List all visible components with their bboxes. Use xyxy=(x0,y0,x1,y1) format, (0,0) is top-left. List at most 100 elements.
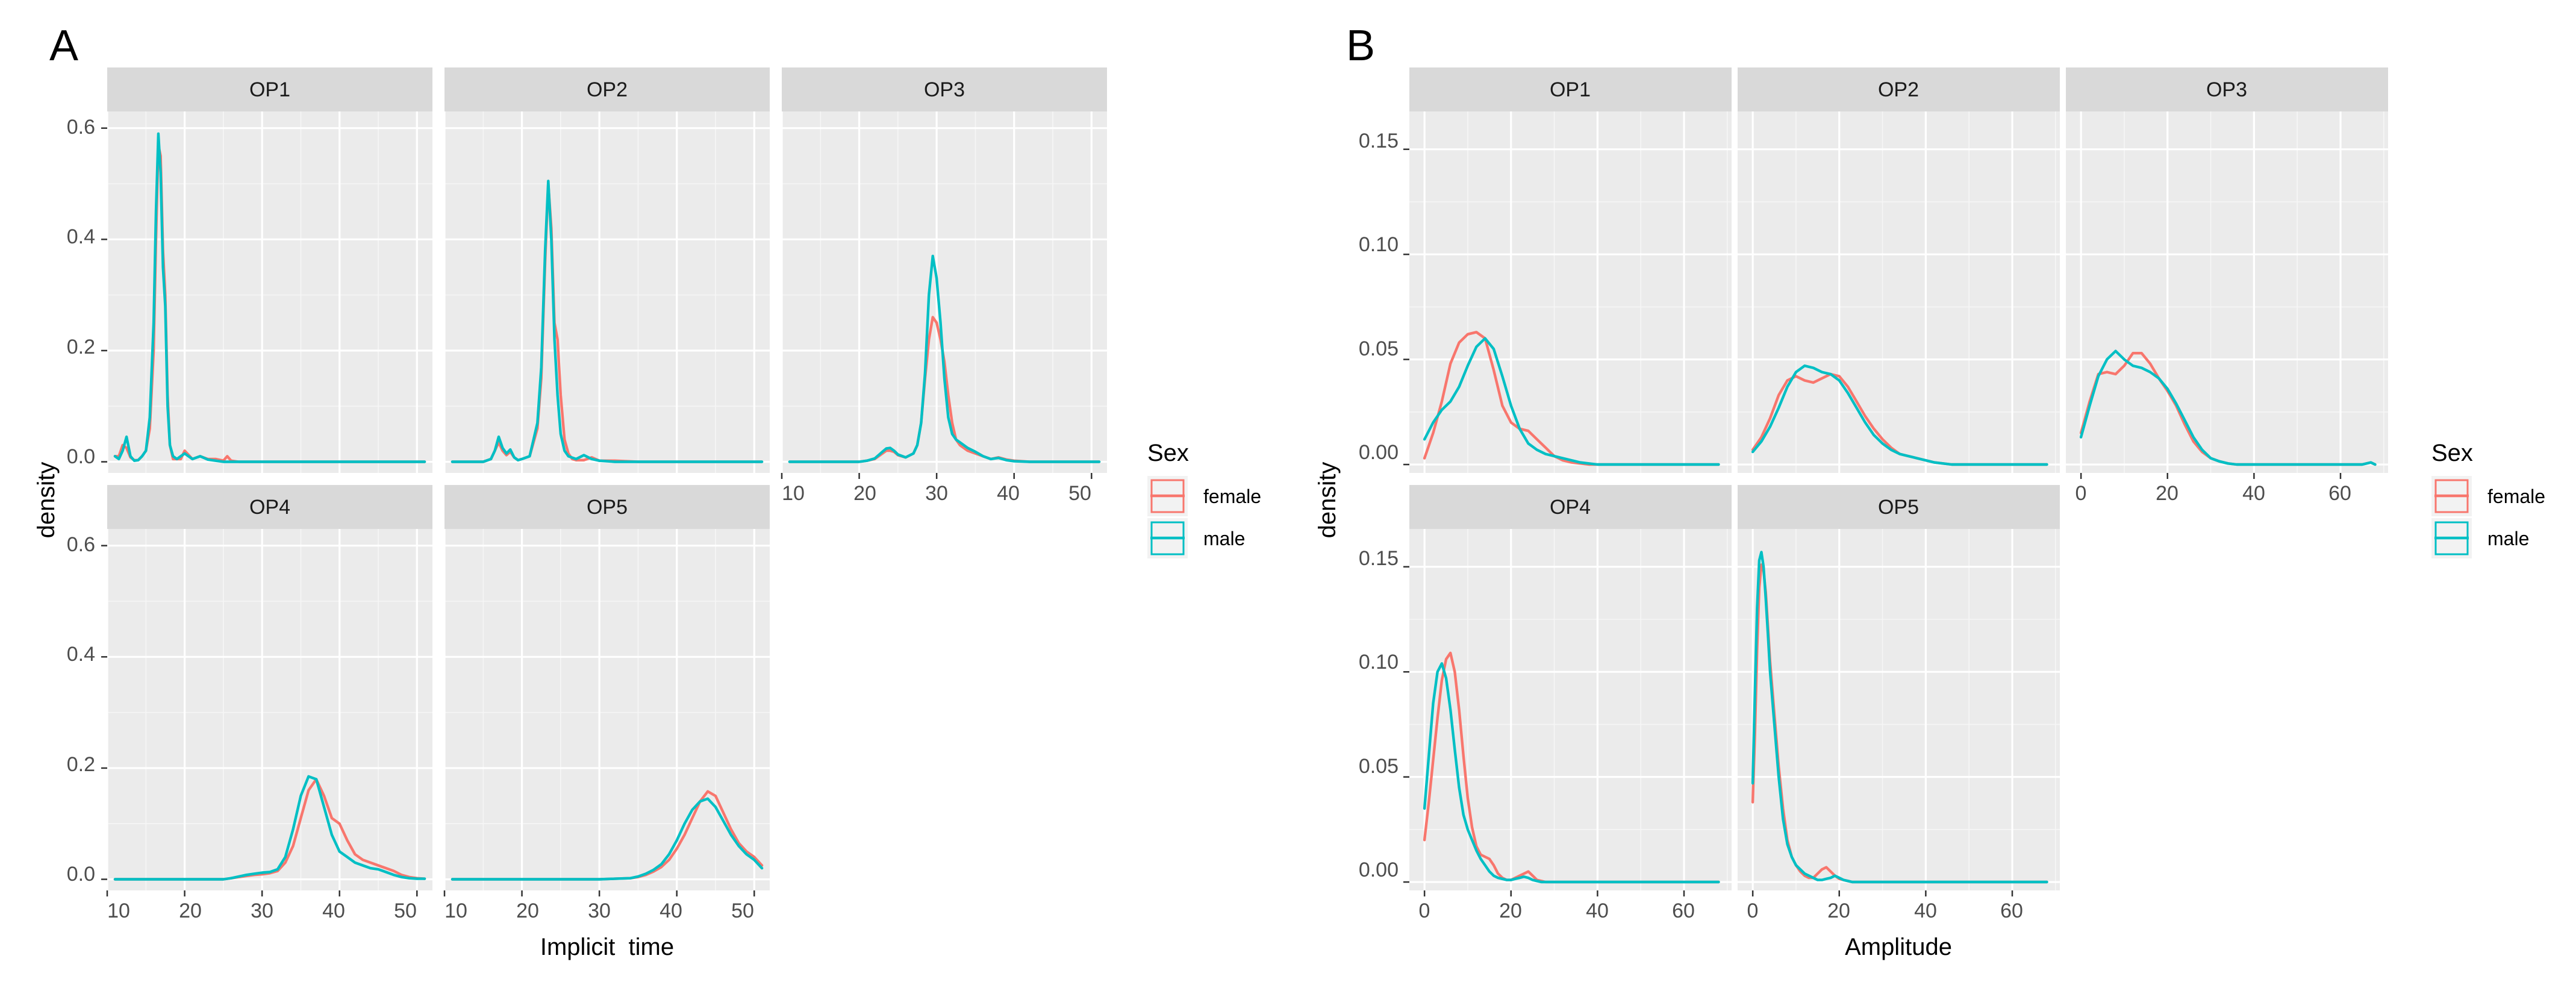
x-axis-title-b: Amplitude xyxy=(1845,934,1952,960)
y-tick-label-b-r2-2: 0.10 xyxy=(1359,651,1399,674)
strip-a-op4 xyxy=(107,485,432,529)
plot-b-op2 xyxy=(1738,111,2060,473)
strip-b-op2 xyxy=(1738,67,2060,111)
plot-a-op5 xyxy=(444,529,770,890)
x-tick-label-b-op4-0: 0 xyxy=(1419,899,1430,922)
density-line-b-op2-male xyxy=(1751,364,2048,466)
y-tick-label-a-r1-0: 0.0 xyxy=(67,445,95,468)
legend-outline-a-male xyxy=(1150,521,1185,555)
y-tick-label-a-r2-0: 0.0 xyxy=(67,863,95,886)
y-tick-label-a-r2-2: 0.4 xyxy=(67,643,95,666)
curves-b xyxy=(1423,331,2377,884)
density-line-b-op1-male xyxy=(1423,337,1720,466)
strip-a-op3 xyxy=(782,67,1107,111)
x-tick-label-a-op3-1: 20 xyxy=(853,482,876,505)
strip-label-b-op1: OP1 xyxy=(1550,78,1591,101)
legend-label-b-male: male xyxy=(2487,528,2529,549)
strip-label-b-op3: OP3 xyxy=(2206,78,2247,101)
x-tick-label-a-op5-1: 20 xyxy=(516,899,539,922)
legend-outline-b-female xyxy=(2434,479,2469,513)
chart-a: A OP1 OP2 OP3 OP4 OP5 0.0 0.2 0.4 0.6 0.… xyxy=(33,22,1261,960)
x-tick-label-b-op3-1: 20 xyxy=(2156,482,2178,505)
strip-a-op5 xyxy=(444,485,770,529)
plot-b-op1 xyxy=(1409,111,1732,473)
y-tick-label-b-r2-1: 0.05 xyxy=(1359,755,1399,778)
x-tick-label-a-op5-0: 10 xyxy=(444,899,467,922)
strip-label-a-op3: OP3 xyxy=(924,78,965,101)
x-tick-label-a-op5-2: 30 xyxy=(588,899,611,922)
x-tick-label-a-op4-1: 20 xyxy=(179,899,202,922)
x-tick-label-a-op3-0: 10 xyxy=(782,482,805,505)
x-tick-label-a-op5-4: 50 xyxy=(731,899,754,922)
y-tick-label-a-r1-3: 0.6 xyxy=(67,116,95,139)
strip-b-op5 xyxy=(1738,485,2060,529)
strip-a-op1 xyxy=(107,67,432,111)
x-tick-label-a-op3-3: 40 xyxy=(997,482,1020,505)
y-tick-label-b-r1-0: 0.00 xyxy=(1359,441,1399,464)
density-line-b-op4-male xyxy=(1423,662,1720,884)
legend-label-a-male: male xyxy=(1203,528,1245,549)
grid-a xyxy=(101,111,1107,896)
y-tick-label-b-r1-3: 0.15 xyxy=(1359,130,1399,152)
strip-a-op2 xyxy=(444,67,770,111)
y-tick-label-a-r2-1: 0.2 xyxy=(67,753,95,776)
x-tick-label-b-op4-3: 60 xyxy=(1672,899,1695,922)
y-tick-label-a-r1-1: 0.2 xyxy=(67,336,95,358)
y-axis-title-a: density xyxy=(33,462,60,539)
strip-b-op3 xyxy=(2066,67,2388,111)
strip-label-b-op2: OP2 xyxy=(1878,78,1919,101)
plot-a-op4 xyxy=(107,529,432,890)
x-tick-label-b-op5-3: 60 xyxy=(2000,899,2023,922)
x-tick-label-a-op4-3: 40 xyxy=(322,899,345,922)
y-axis-title-b: density xyxy=(1314,462,1341,539)
legend-a: Sex female male xyxy=(1147,440,1261,558)
x-tick-label-a-op3-2: 30 xyxy=(925,482,948,505)
legend-outline-a-female xyxy=(1150,479,1185,513)
y-tick-label-b-r1-1: 0.05 xyxy=(1359,337,1399,360)
density-line-b-op5-male xyxy=(1751,551,2048,884)
density-line-a-op3-male xyxy=(788,254,1101,463)
strip-label-b-op4: OP4 xyxy=(1550,496,1591,519)
legend-label-b-female: female xyxy=(2487,486,2545,507)
x-tick-label-a-op4-0: 10 xyxy=(107,899,130,922)
y-tick-label-b-r2-0: 0.00 xyxy=(1359,858,1399,881)
strip-b-op1 xyxy=(1409,67,1732,111)
panel-letter-b: B xyxy=(1346,22,1375,70)
plot-b-op3 xyxy=(2066,111,2388,473)
strip-label-a-op4: OP4 xyxy=(249,496,290,519)
strip-b-op4 xyxy=(1409,485,1732,529)
x-tick-label-b-op5-1: 20 xyxy=(1827,899,1850,922)
x-tick-label-b-op3-2: 40 xyxy=(2242,482,2265,505)
x-tick-label-b-op4-1: 20 xyxy=(1499,899,1522,922)
strip-label-b-op5: OP5 xyxy=(1878,496,1919,519)
density-line-b-op3-male xyxy=(2079,349,2377,466)
strip-label-a-op2: OP2 xyxy=(587,78,628,101)
density-line-a-op2-male xyxy=(451,180,764,463)
y-tick-label-b-r2-3: 0.15 xyxy=(1359,547,1399,570)
x-tick-label-b-op3-3: 60 xyxy=(2328,482,2351,505)
density-line-a-op5-male xyxy=(451,797,764,881)
density-line-a-op1-male xyxy=(113,132,426,463)
legend-title-a: Sex xyxy=(1147,440,1189,466)
plot-a-op2 xyxy=(444,111,770,473)
curves-a xyxy=(113,132,1101,881)
legend-outline-b-male xyxy=(2434,521,2469,555)
x-tick-label-b-op5-2: 40 xyxy=(1914,899,1937,922)
y-tick-label-a-r2-3: 0.6 xyxy=(67,533,95,556)
chart-b: B OP1 OP2 OP3 OP4 OP5 0.00 0.05 0.10 0.1… xyxy=(1314,22,2545,960)
y-tick-label-a-r1-2: 0.4 xyxy=(67,225,95,248)
x-tick-label-b-op5-0: 0 xyxy=(1747,899,1759,922)
x-tick-label-b-op4-2: 40 xyxy=(1586,899,1609,922)
panel-letter-a: A xyxy=(49,22,78,70)
x-axis-title-a: Implicit time xyxy=(540,934,674,960)
legend-b: Sex female male xyxy=(2431,440,2545,558)
density-line-a-op4-male xyxy=(113,775,426,881)
x-tick-label-a-op4-4: 50 xyxy=(394,899,417,922)
legend-title-b: Sex xyxy=(2431,440,2473,466)
strip-label-a-op5: OP5 xyxy=(587,496,628,519)
x-tick-label-a-op3-4: 50 xyxy=(1068,482,1091,505)
plot-b-op5 xyxy=(1738,529,2060,890)
x-tick-label-b-op3-0: 0 xyxy=(2075,482,2087,505)
x-tick-label-a-op5-3: 40 xyxy=(660,899,682,922)
